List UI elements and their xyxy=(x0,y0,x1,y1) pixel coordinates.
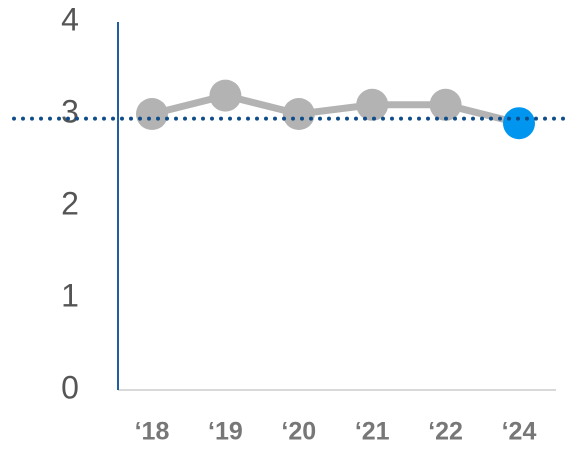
point xyxy=(209,79,242,112)
point xyxy=(356,88,389,121)
point xyxy=(136,98,168,130)
point xyxy=(429,88,462,121)
x-tick-label: ‘18 xyxy=(135,418,170,446)
x-tick-label: ‘20 xyxy=(281,418,316,446)
y-tick-label: 0 xyxy=(61,369,79,405)
x-tick-label: ‘19 xyxy=(208,418,243,446)
x-tick-label: ‘24 xyxy=(502,418,537,446)
point xyxy=(282,98,315,130)
y-tick-label: 2 xyxy=(61,185,79,221)
point xyxy=(503,107,535,140)
y-tick-label: 1 xyxy=(61,277,79,313)
x-tick-label: ‘21 xyxy=(355,418,390,446)
y-tick-label: 4 xyxy=(61,1,79,37)
x-tick-label: ‘22 xyxy=(428,418,463,446)
y-tick-label: 3 xyxy=(61,93,79,129)
